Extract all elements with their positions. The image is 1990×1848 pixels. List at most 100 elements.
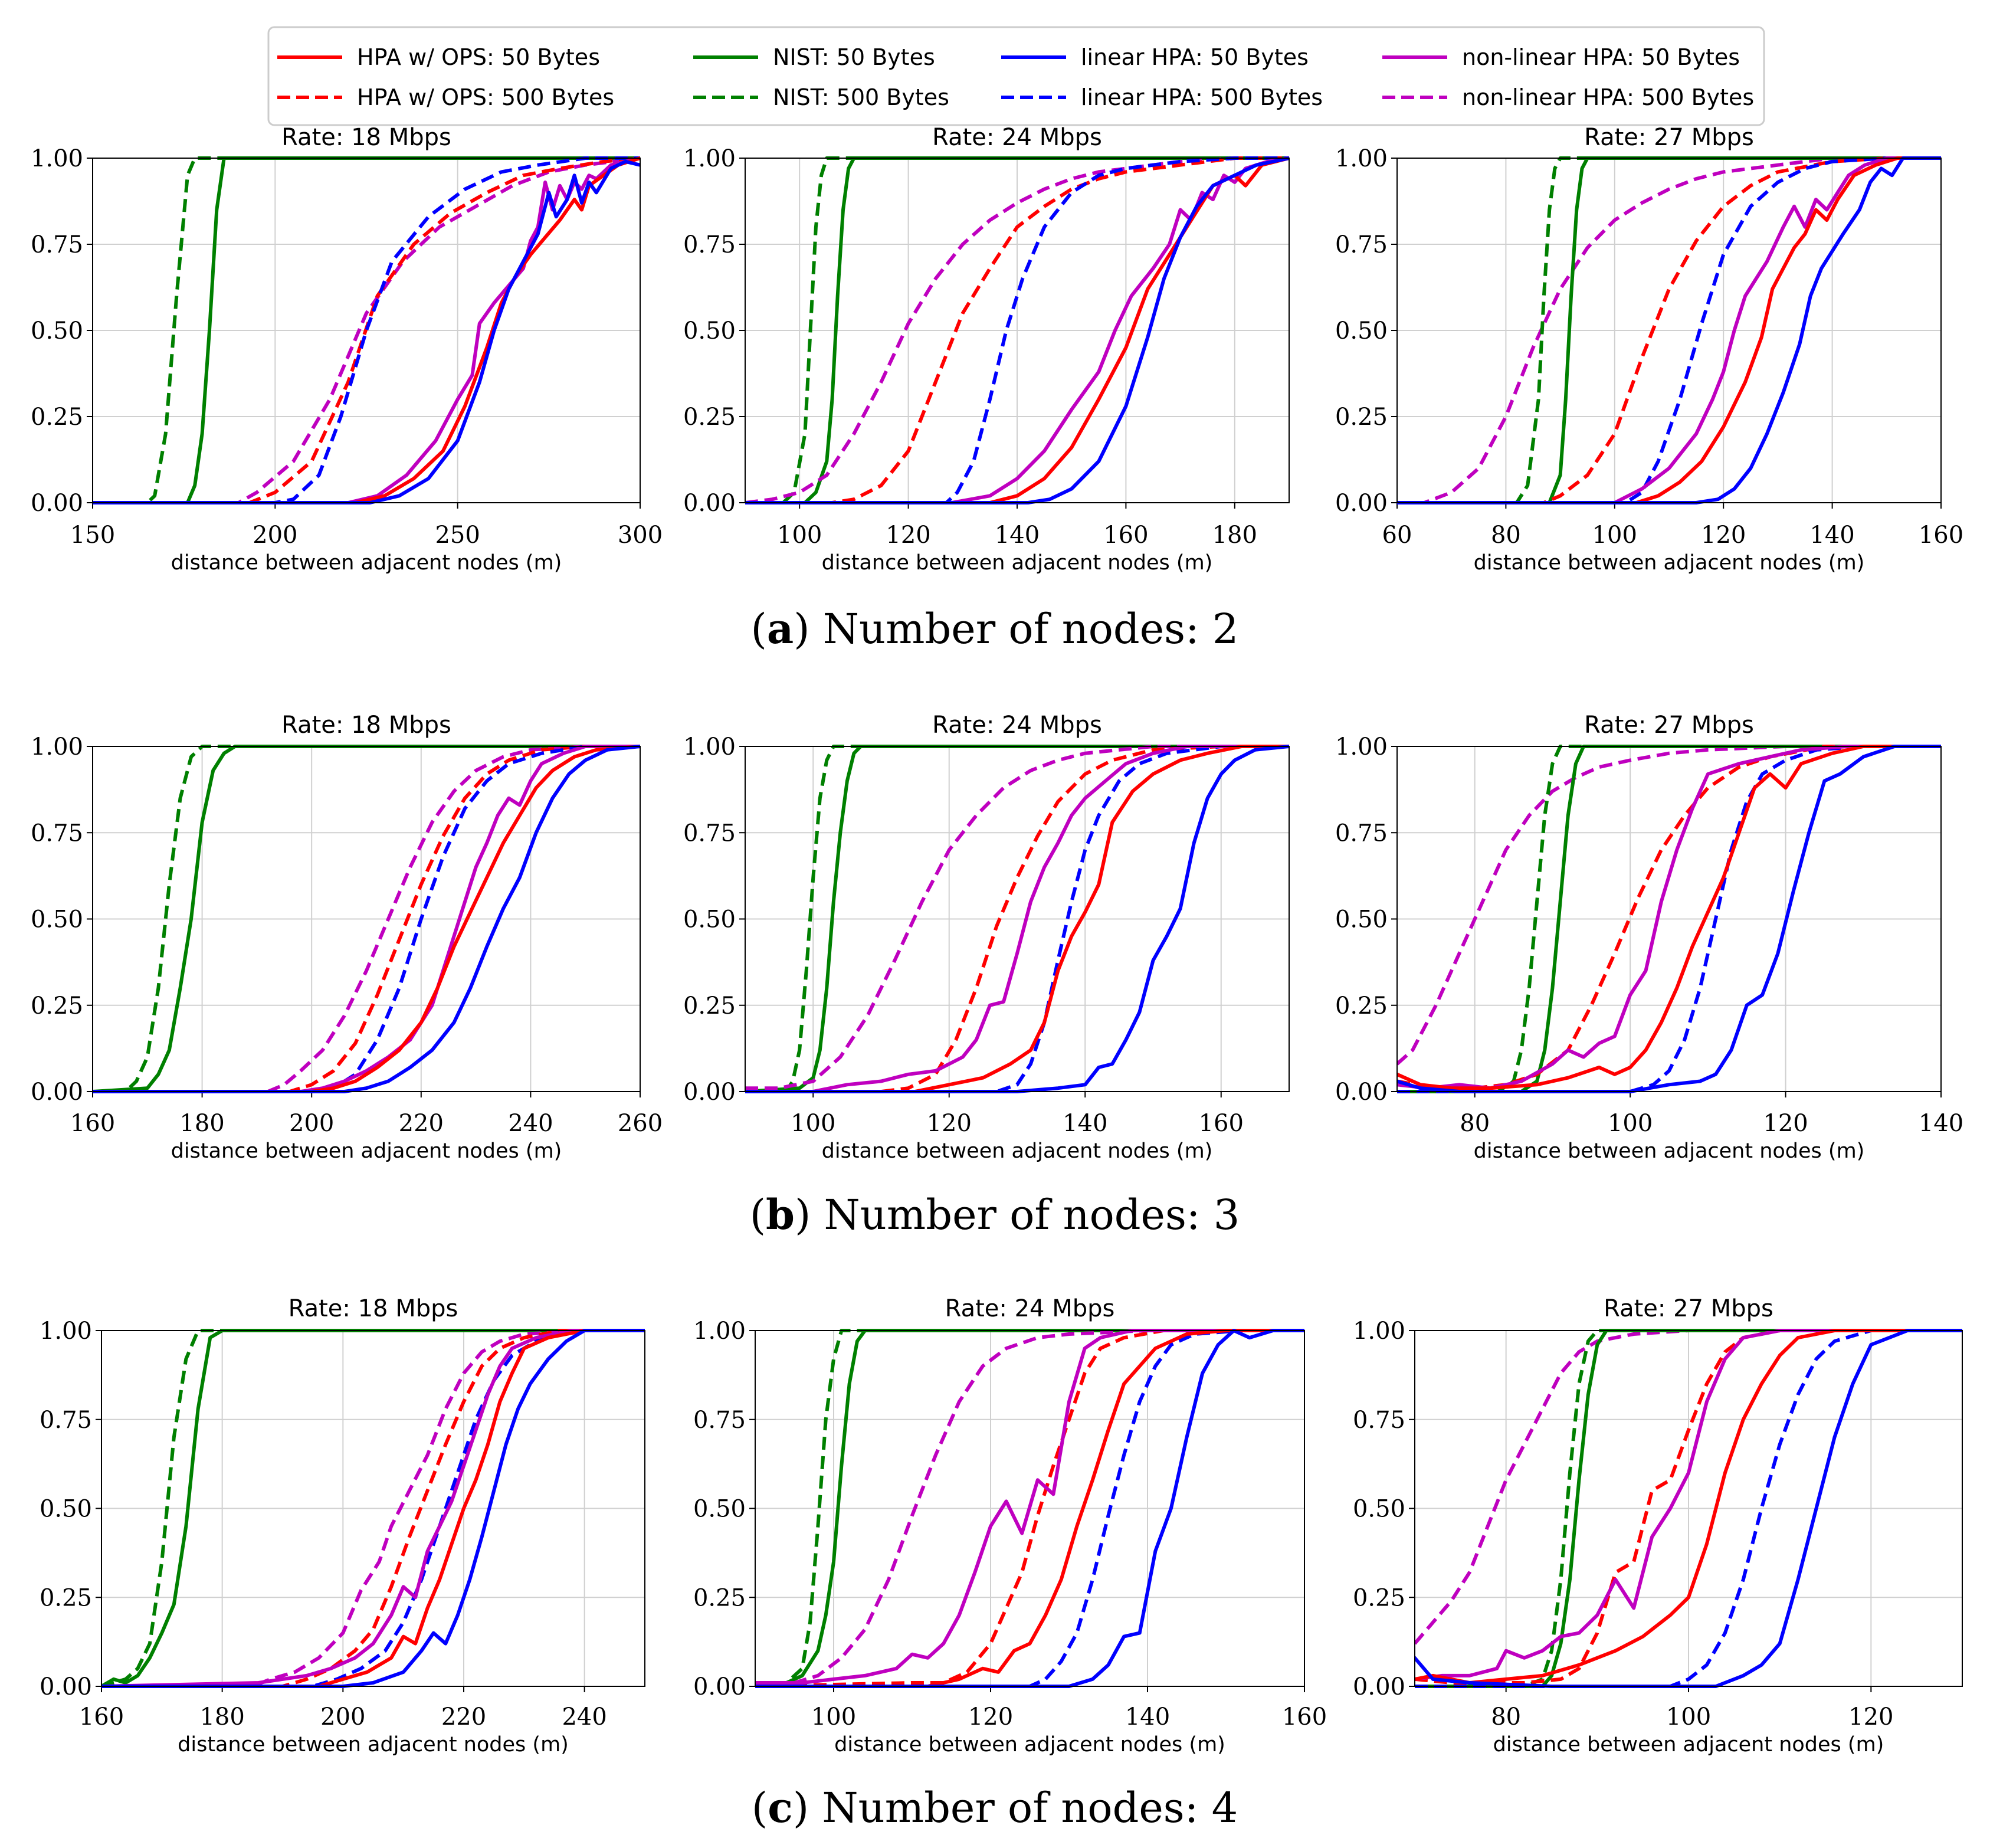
series-line-4 <box>93 156 640 504</box>
series-line-6 <box>1397 745 1941 1090</box>
series-line-6 <box>755 1329 1304 1685</box>
series-line-2 <box>93 156 640 504</box>
series-line-5 <box>1397 156 1941 504</box>
series-line-1 <box>1415 1329 1962 1645</box>
y-tick-label: 0.00 <box>31 1079 83 1106</box>
x-axis-label: distance between adjacent nodes (m) <box>1493 1733 1884 1757</box>
subplot-title: Rate: 27 Mbps <box>1584 712 1754 739</box>
x-tick-label: 80 <box>1491 1703 1521 1731</box>
plot-frame <box>92 746 641 1092</box>
subplot-title: Rate: 27 Mbps <box>1604 1295 1773 1322</box>
subplot-title: Rate: 24 Mbps <box>932 124 1102 151</box>
series-line-7 <box>101 1329 645 1688</box>
x-tick-label: 220 <box>399 1110 444 1137</box>
y-tick-label: 0.25 <box>683 404 736 431</box>
y-tick-label: 1.00 <box>1335 145 1388 172</box>
x-tick-label: 180 <box>1212 522 1257 549</box>
subplot-title: Rate: 18 Mbps <box>288 1295 458 1322</box>
legend-label-0: HPA w/ OPS: 50 Bytes <box>357 44 600 70</box>
y-tick-label: 0.75 <box>1335 231 1388 258</box>
series-line-6 <box>101 1329 645 1688</box>
series-line-4 <box>1397 156 1941 504</box>
legend-label-7: non-linear HPA: 500 Bytes <box>1462 84 1754 110</box>
y-tick-label: 0.75 <box>40 1407 92 1434</box>
subplot-title: Rate: 24 Mbps <box>932 712 1102 739</box>
legend-label-5: linear HPA: 500 Bytes <box>1081 84 1323 110</box>
x-tick-label: 180 <box>179 1110 224 1137</box>
x-tick-label: 140 <box>1063 1110 1107 1137</box>
plot-frame <box>755 1330 1305 1687</box>
x-tick-label: 160 <box>70 1110 115 1137</box>
series-group <box>101 1329 645 1688</box>
series-line-3 <box>93 156 640 504</box>
y-tick-label: 0.75 <box>1353 1407 1405 1434</box>
series-line-4 <box>93 745 640 1093</box>
x-tick-label: 80 <box>1460 1110 1490 1137</box>
legend-label-6: non-linear HPA: 50 Bytes <box>1462 44 1740 70</box>
series-group <box>93 156 640 504</box>
x-tick-label: 140 <box>1919 1110 1963 1137</box>
y-tick-label: 0.50 <box>683 317 736 345</box>
series-group <box>1415 1329 1962 1688</box>
y-tick-label: 0.50 <box>40 1496 92 1523</box>
series-line-2 <box>755 1329 1304 1685</box>
plot-frame <box>92 158 641 503</box>
y-tick-label: 0.25 <box>1335 404 1388 431</box>
y-tick-label: 0.75 <box>1335 820 1388 847</box>
series-line-8 <box>93 159 640 504</box>
series-line-4 <box>1397 745 1941 1090</box>
series-line-1 <box>93 745 640 1093</box>
x-axis-label: distance between adjacent nodes (m) <box>834 1733 1225 1757</box>
x-tick-label: 160 <box>1103 522 1148 549</box>
series-line-8 <box>755 1329 1304 1688</box>
series-line-7 <box>1397 156 1941 504</box>
x-tick-label: 180 <box>199 1703 244 1731</box>
x-tick-label: 160 <box>1199 1110 1244 1137</box>
subplot-title: Rate: 18 Mbps <box>281 124 451 151</box>
series-line-5 <box>745 745 1289 1093</box>
y-tick-label: 0.25 <box>40 1584 92 1611</box>
series-line-1 <box>93 156 640 504</box>
series-line-1 <box>745 156 1289 504</box>
series-line-3 <box>1397 156 1941 504</box>
x-tick-label: 250 <box>435 522 480 549</box>
y-tick-label: 1.00 <box>683 733 736 761</box>
x-tick-label: 200 <box>320 1703 365 1731</box>
y-tick-label: 0.00 <box>1335 490 1388 517</box>
subplot-9: 0.00 0.25 0.50 0.75 1.00 80 100 120 Rate: 27 Mbp… <box>1353 1295 1963 1757</box>
subplot-8: 0.00 0.25 0.50 0.75 1.00 100 120 140 160 Rate: 24… <box>693 1295 1327 1757</box>
subplot-2: 0.00 0.25 0.50 0.75 1.00 100 120 140 160 180 Rate:… <box>683 124 1290 575</box>
subplot-4: 0.00 0.25 0.50 0.75 1.00 160 180 200 220 240 260 Ra… <box>31 712 663 1163</box>
x-axis-label: distance between adjacent nodes (m) <box>178 1733 569 1757</box>
x-tick-label: 100 <box>1666 1703 1711 1731</box>
series-line-5 <box>93 156 640 504</box>
series-line-8 <box>101 1329 645 1688</box>
series-line-8 <box>745 745 1289 1093</box>
legend-frame <box>267 26 1765 126</box>
plot-frame <box>745 746 1290 1092</box>
legend-label-1: HPA w/ OPS: 500 Bytes <box>357 84 614 110</box>
x-axis-label: distance between adjacent nodes (m) <box>171 1139 562 1163</box>
y-tick-label: 1.00 <box>40 1318 92 1345</box>
series-line-6 <box>93 745 640 1093</box>
series-line-4 <box>745 156 1289 504</box>
x-tick-label: 140 <box>1809 522 1854 549</box>
y-tick-label: 0.50 <box>31 317 83 345</box>
series-line-5 <box>1415 1329 1962 1688</box>
series-line-7 <box>1415 1329 1962 1685</box>
x-tick-label: 160 <box>1919 522 1963 549</box>
y-tick-label: 0.00 <box>40 1673 92 1700</box>
series-group <box>745 745 1289 1093</box>
series-line-3 <box>1415 1329 1962 1688</box>
subplots: 0.00 0.25 0.50 0.75 1.00 150 200 250 300 Rate: 18… <box>31 124 1963 1757</box>
subplot-1: 0.00 0.25 0.50 0.75 1.00 150 200 250 300 Rate: 18… <box>31 124 663 575</box>
y-tick-label: 1.00 <box>31 145 83 172</box>
y-tick-label: 1.00 <box>1335 733 1388 761</box>
y-tick-label: 1.00 <box>683 145 736 172</box>
y-tick-label: 0.25 <box>683 992 736 1020</box>
x-tick-label: 140 <box>995 522 1040 549</box>
y-tick-label: 0.75 <box>31 231 83 258</box>
y-tick-label: 1.00 <box>1353 1318 1405 1345</box>
subplot-6: 0.00 0.25 0.50 0.75 1.00 80 100 120 140 Rate: 27 … <box>1335 712 1963 1163</box>
